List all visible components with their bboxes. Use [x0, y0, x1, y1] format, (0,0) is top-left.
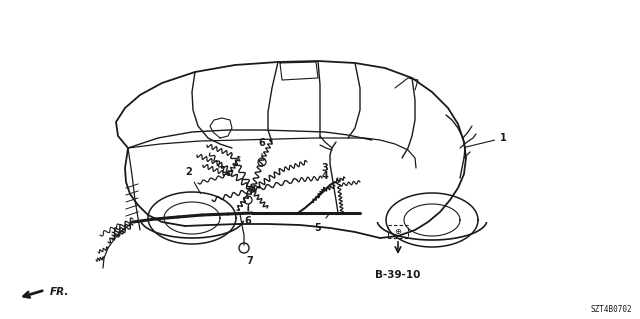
Text: SZT4B0702: SZT4B0702: [590, 305, 632, 314]
Text: 6: 6: [244, 207, 252, 226]
Text: FR.: FR.: [50, 287, 69, 297]
Text: 3: 3: [321, 163, 328, 173]
Text: B-39-10: B-39-10: [375, 270, 420, 280]
Text: 5: 5: [315, 215, 328, 233]
Text: 4: 4: [321, 171, 328, 181]
Text: 1: 1: [465, 133, 507, 147]
Text: 2: 2: [185, 167, 200, 194]
Text: ⊕: ⊕: [394, 227, 401, 236]
Text: 7: 7: [246, 256, 253, 266]
Text: 6: 6: [259, 138, 266, 155]
